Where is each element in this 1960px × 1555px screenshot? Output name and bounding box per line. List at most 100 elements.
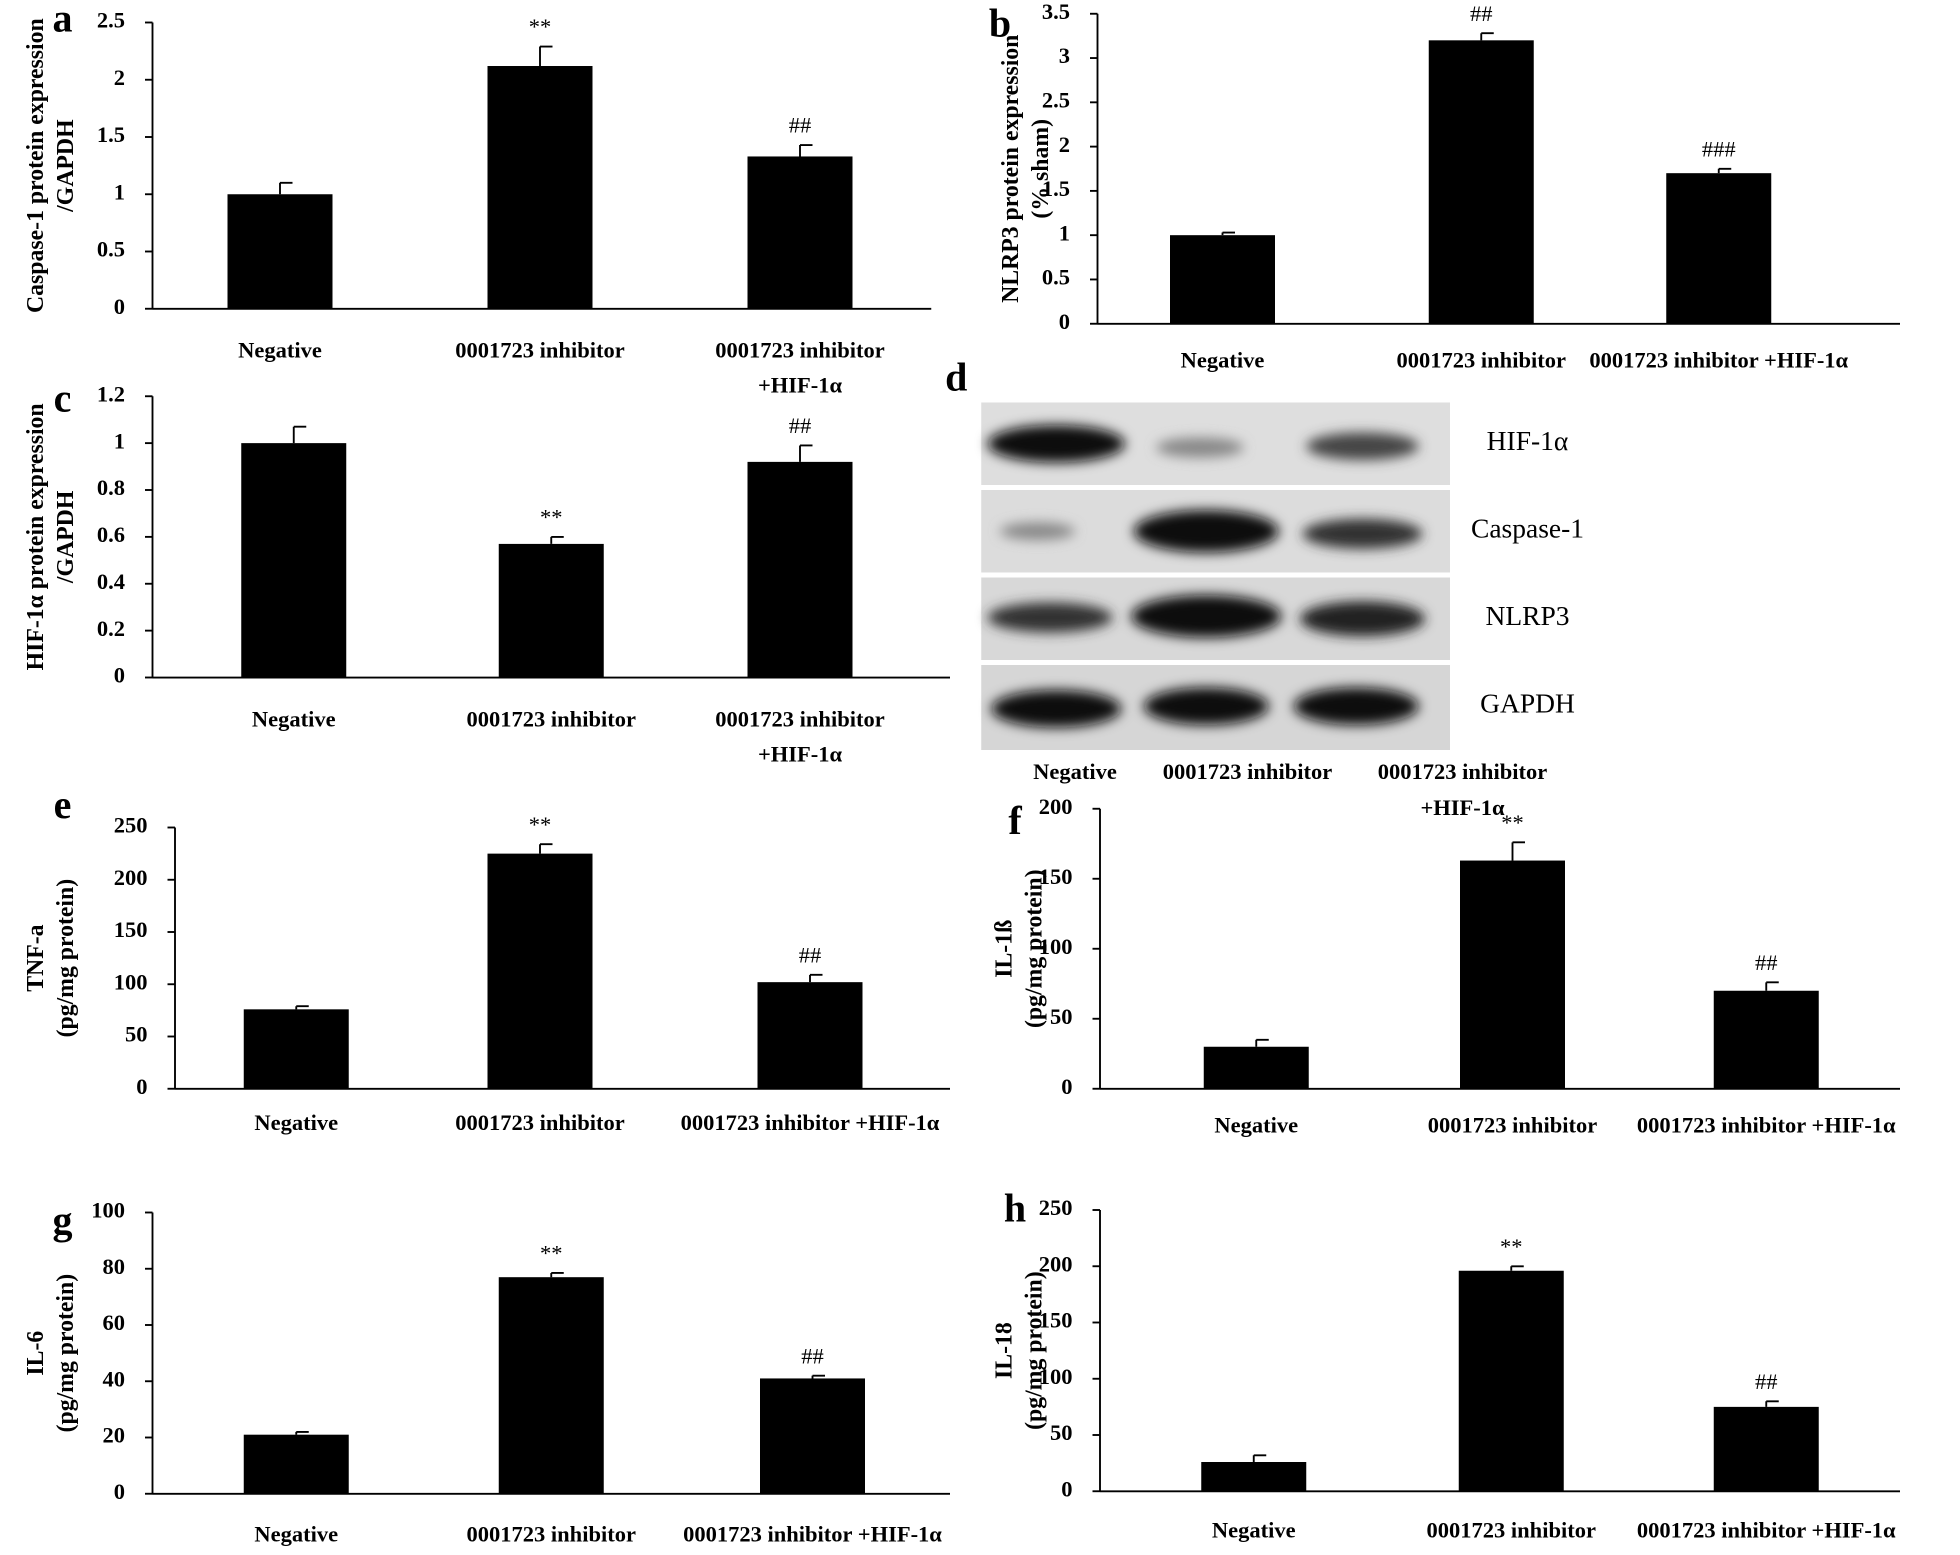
significance-mark: ** [540,505,563,530]
band-label: NLRP3 [1485,600,1569,631]
y-tick-label: 100 [1039,934,1073,959]
x-tick-label: Negative [252,706,336,731]
band [1306,432,1419,460]
y-tick-label: 40 [103,1366,126,1391]
x-tick-label: 0001723 inhibitor [715,706,884,731]
y-axis-label: (pg/mg protein) [1022,1271,1048,1430]
band-label: HIF-1α [1487,425,1569,456]
y-tick-label: 50 [1050,1420,1073,1445]
error-bar [1510,1265,1524,1271]
error-bar [539,45,553,67]
y-tick-label: 50 [1050,1004,1073,1029]
y-tick-label: 1 [114,428,125,453]
y-axis-label: (% sham) [1028,119,1054,219]
band [1302,518,1423,549]
error-bar [550,1272,564,1278]
y-tick-label: 0.8 [97,475,125,500]
y-tick-label: 250 [114,813,148,838]
y-tick-label: 1 [1059,220,1070,245]
y-tick-label: 0 [136,1074,147,1099]
error-bar [1252,1454,1267,1462]
lane-label: 0001723 inhibitor [1378,759,1547,784]
x-tick-label: 0001723 inhibitor [467,706,636,731]
panel-label: c [54,376,72,421]
y-tick-label: 100 [91,1198,125,1223]
bar [1170,235,1275,324]
bar [757,982,863,1089]
band [987,425,1125,463]
error-bar [1765,1400,1779,1407]
y-tick-label: 0 [1061,1476,1072,1501]
bar [760,1378,865,1494]
error-bar [1255,1038,1269,1047]
x-tick-label: 0001723 inhibitor [715,338,884,363]
error-bar [1480,32,1494,41]
error-bar [1765,981,1779,991]
error-bar [295,1005,309,1010]
x-tick-label: Negative [254,1521,338,1546]
panel-label: b [989,1,1011,46]
y-tick-label: 50 [125,1022,148,1047]
error-bar [1717,167,1732,174]
bar [747,461,853,678]
error-bar [295,1430,309,1435]
bar [243,1434,349,1494]
band [1131,595,1282,638]
y-axis-label: (pg/mg protein) [1022,869,1048,1028]
band-label: Caspase-1 [1471,513,1584,544]
y-tick-label: 2.5 [1042,87,1070,112]
bar [1713,1406,1819,1492]
y-tick-label: 2 [114,65,125,90]
significance-mark: ## [799,943,822,968]
bar [243,1009,349,1089]
y-tick-label: 60 [103,1310,126,1335]
y-tick-label: 0.2 [97,616,125,641]
error-bar [799,144,813,157]
y-tick-label: 0.5 [97,237,125,262]
y-tick-label: 0 [1059,309,1070,334]
y-tick-label: 2.5 [97,8,125,33]
bar [1460,860,1565,1089]
y-tick-label: 80 [103,1254,126,1279]
y-tick-label: 0.6 [97,522,125,547]
y-tick-label: 1.2 [97,381,125,406]
error-bar [809,973,823,983]
y-axis-label: IL-18 [992,1322,1018,1379]
band [1156,437,1244,458]
lane-label: Negative [1033,759,1117,784]
panel-label: a [53,0,73,41]
x-tick-label: 0001723 inhibitor +HIF-1α [681,1110,940,1135]
error-bar [1221,231,1235,236]
panel-label: h [1004,1186,1026,1231]
bar [498,1277,604,1494]
significance-mark: ## [801,1343,824,1368]
band-label: GAPDH [1480,688,1575,719]
band [1000,522,1075,540]
y-axis-label: Caspase-1 protein expression [23,18,49,313]
significance-mark: ## [1755,1369,1778,1394]
x-tick-label: 0001723 inhibitor +HIF-1α [683,1521,942,1546]
y-tick-label: 0 [114,663,125,688]
band [1133,510,1279,553]
error-bar [539,843,553,854]
y-tick-label: 3.5 [1042,0,1070,24]
bar [241,443,347,678]
y-axis-label: /GAPDH [53,119,79,213]
y-tick-label: 0 [114,1479,125,1504]
x-tick-label: Negative [1181,348,1265,373]
bar [1201,1462,1307,1492]
bar [227,194,333,309]
y-tick-label: 100 [1039,1364,1073,1389]
error-bar [811,1374,825,1379]
band [991,690,1122,728]
x-tick-label: 0001723 inhibitor [455,338,624,363]
significance-mark: ** [529,812,552,837]
bar [1458,1270,1564,1492]
bar [487,853,593,1089]
y-tick-label: 250 [1039,1195,1073,1220]
y-axis-label: HIF-1α protein expression [23,403,49,670]
error-bar [1511,841,1525,861]
significance-mark: ** [1500,1234,1523,1259]
y-tick-label: 150 [1039,1308,1073,1333]
